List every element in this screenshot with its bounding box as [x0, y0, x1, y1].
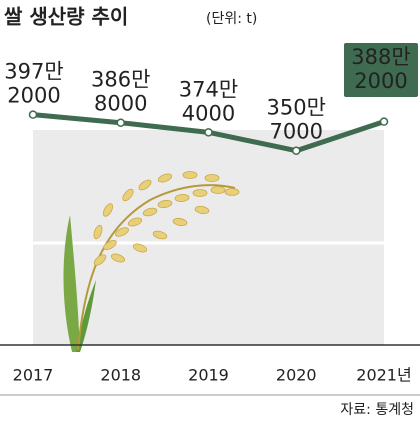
value-label-line: 397만: [4, 60, 63, 84]
point: [204, 128, 213, 137]
point: [379, 117, 389, 126]
highlight-box: [342, 41, 420, 99]
point: [116, 118, 125, 127]
x-tick-label: 2020: [276, 366, 317, 385]
source: 자료: 통계청: [340, 402, 414, 418]
point: [292, 146, 301, 155]
chart-title: 쌀 생산량 추이: [4, 5, 128, 29]
x-tick-label: 2018: [100, 366, 141, 385]
value-label-line: 388만: [351, 45, 410, 69]
rice-illustration: [63, 171, 240, 352]
value-label-line: 350만: [267, 96, 326, 120]
chart-subtitle: (단위: t): [206, 11, 257, 27]
value-label-line: 8000: [94, 92, 147, 116]
value-label-line: 7000: [270, 120, 323, 144]
value-label-line: 4000: [182, 101, 235, 125]
x-tick-label: 2021년: [356, 366, 411, 385]
value-label-line: 374만: [179, 77, 238, 101]
plot-panel: [33, 130, 384, 345]
point: [28, 110, 38, 119]
x-tick-label: 2019: [188, 366, 229, 385]
x-tick-label: 2017: [13, 366, 54, 385]
value-label-line: 2000: [7, 84, 60, 108]
value-label-line: 386만: [91, 68, 150, 92]
value-label-line: 2000: [354, 69, 407, 93]
